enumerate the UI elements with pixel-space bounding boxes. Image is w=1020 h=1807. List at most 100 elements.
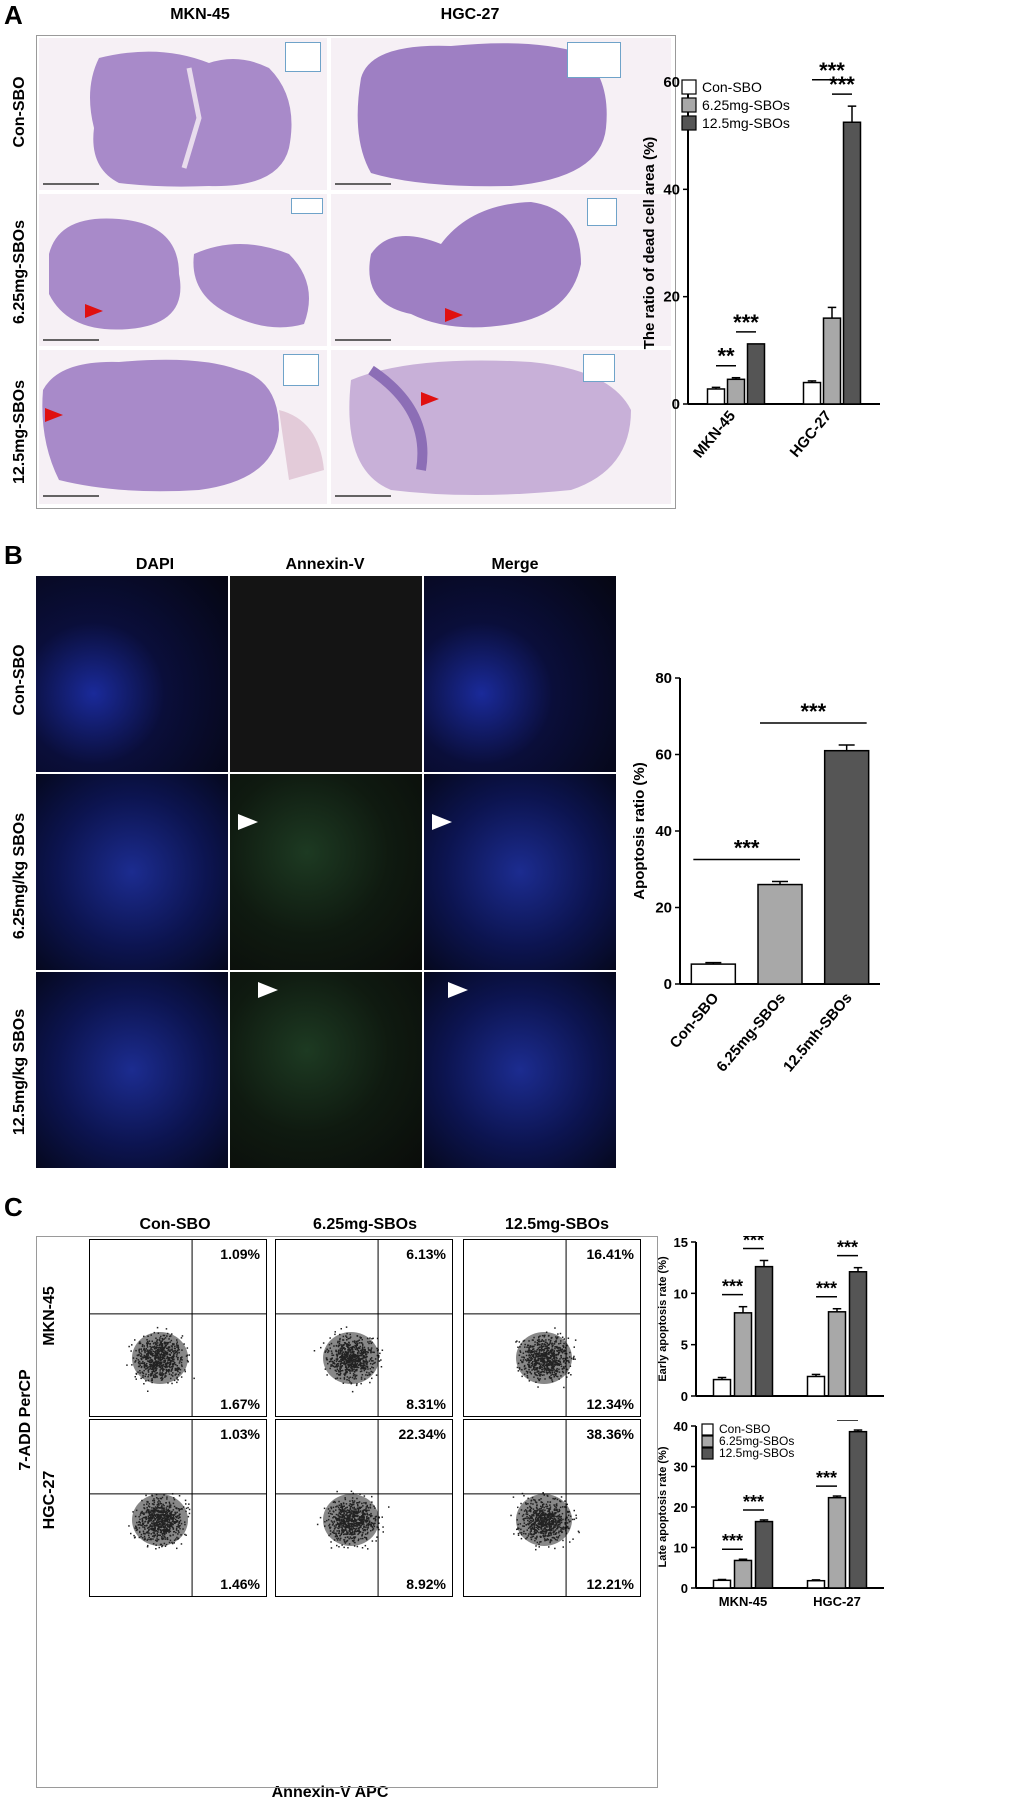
panel-c-letter: C <box>4 1192 23 1222</box>
legend-swatch <box>701 1447 714 1460</box>
panel-c-col-header-625: 6.25mg-SBOs <box>312 1216 418 1233</box>
x-tick-label: 6.25mg-SBOs <box>713 990 789 1076</box>
lower-right-quadrant-percent: 8.31% <box>406 1396 446 1412</box>
lower-right-quadrant-percent: 12.21% <box>586 1576 634 1592</box>
flow-scatter-plot: 1.09% 1.67% <box>89 1239 267 1417</box>
merge-image-con <box>424 576 616 772</box>
panel-c-col-header-125: 12.5mg-SBOs <box>504 1216 610 1233</box>
merge-image-125 <box>424 972 616 1168</box>
significance-label: *** <box>733 310 759 335</box>
thumbnail-overview <box>285 42 321 72</box>
legend-swatch <box>681 97 697 113</box>
thumbnail-overview <box>583 354 615 382</box>
flow-dots <box>464 1240 640 1416</box>
lower-right-quadrant-percent: 12.34% <box>586 1396 634 1412</box>
panel-b-row-header-125: 12.5mg/kg SBOs <box>11 1008 28 1136</box>
legend-swatch <box>701 1435 714 1448</box>
bar <box>733 1312 753 1397</box>
bar <box>848 1430 868 1589</box>
significance-label: *** <box>837 1238 858 1258</box>
x-tick-label: MKN-45 <box>690 408 739 462</box>
bar <box>712 1378 732 1397</box>
panel-b-row-header-con: Con-SBO <box>11 644 28 716</box>
panel-c-col-header-con: Con-SBO <box>139 1216 211 1233</box>
legend-label: 12.5mg-SBOs <box>719 1446 794 1460</box>
chart-dead-cell-area: 0 20 40 60 The ratio of dead cell area (%) MK… <box>641 60 880 462</box>
significance-label: *** <box>800 699 826 724</box>
flow-scatter-plot: 6.13% 8.31% <box>275 1239 453 1417</box>
panel-c-x-axis-label: Annexin-V APC <box>271 1784 389 1801</box>
y-tick-label: 10 <box>674 1286 688 1301</box>
y-tick-label: 20 <box>655 900 672 917</box>
white-arrow-icon <box>432 814 452 830</box>
panel-a-row-header-con: Con-SBO <box>11 76 28 148</box>
y-tick-label: 60 <box>655 747 672 764</box>
chart-apoptosis-ratio: 0 20 40 60 80 Apoptosis ratio (%) Con-SBO6.25m… <box>631 670 880 1076</box>
chart-late-apoptosis: 0 10 20 30 40 Late apoptosis rate (%) MKN-45 HG… <box>657 1420 884 1609</box>
white-arrow-icon <box>238 814 258 830</box>
x-tick-label: MKN-45 <box>719 1594 767 1609</box>
y-axis-label: Early apoptosis rate (%) <box>657 1256 669 1382</box>
y-tick-label: 0 <box>681 1389 688 1404</box>
panel-a-row-header-625: 6.25mg-SBOs <box>11 219 28 325</box>
significance-label: *** <box>829 72 855 97</box>
annexin-image-con <box>230 576 422 772</box>
y-tick-label: 10 <box>674 1541 688 1556</box>
he-image-hgc27-con <box>331 38 671 190</box>
legend-label: 12.5mg-SBOs <box>702 115 790 131</box>
x-tick-label: Con-SBO <box>667 989 723 1051</box>
lower-right-quadrant-percent: 8.92% <box>406 1576 446 1592</box>
he-image-hgc27-125 <box>331 350 671 504</box>
upper-right-quadrant-percent: 22.34% <box>398 1426 446 1442</box>
he-image-mkn45-con <box>39 38 327 190</box>
flow-scatter-plot: 1.03% 1.46% <box>89 1419 267 1597</box>
y-tick-label: 40 <box>663 181 680 198</box>
thumbnail-overview <box>587 198 617 226</box>
bar <box>706 388 726 405</box>
x-tick-label: HGC-27 <box>813 1594 861 1609</box>
bar <box>822 317 842 405</box>
legend-label: Con-SBO <box>719 1422 770 1436</box>
panel-b-letter: B <box>4 540 23 570</box>
bar <box>806 1375 826 1397</box>
panel-a-col-header-mkn45: MKN-45 <box>170 6 230 23</box>
y-tick-label: 60 <box>663 74 680 91</box>
significance-label: *** <box>816 1468 837 1488</box>
panel-b-row-header-625: 6.25mg/kg SBOs <box>11 812 28 940</box>
dapi-image-125 <box>36 972 228 1168</box>
flow-dots <box>276 1240 452 1416</box>
y-tick-label: 40 <box>655 823 672 840</box>
red-arrow-icon <box>421 392 439 406</box>
legend-label: 6.25mg-SBOs <box>702 97 790 113</box>
significance-label: *** <box>722 1531 743 1551</box>
y-tick-label: 30 <box>674 1460 688 1475</box>
bar <box>823 749 870 985</box>
thumbnail-overview <box>567 42 621 78</box>
red-arrow-icon <box>445 308 463 322</box>
flow-scatter-plot: 38.36% 12.21% <box>463 1419 641 1597</box>
bar <box>746 343 766 405</box>
significance-label: *** <box>743 1492 764 1512</box>
upper-right-quadrant-percent: 38.36% <box>586 1426 634 1442</box>
y-axis-label: Apoptosis ratio (%) <box>631 762 648 900</box>
y-tick-label: 20 <box>674 1500 688 1515</box>
bar <box>848 1271 868 1397</box>
panel-a-histology-grid <box>36 35 676 509</box>
flow-scatter-plot: 16.41% 12.34% <box>463 1239 641 1417</box>
legend-swatch <box>701 1423 714 1436</box>
y-axis-label: Late apoptosis rate (%) <box>657 1446 669 1567</box>
legend-label: 6.25mg-SBOs <box>719 1434 794 1448</box>
flow-scatter-plot: 22.34% 8.92% <box>275 1419 453 1597</box>
dapi-image-con <box>36 576 228 772</box>
panel-b-fluorescence-grid <box>36 576 616 1170</box>
panel-c-flow-cytometry-grid: 1.09% 1.67% 6.13% 8.31% 16.41% 12.34% 1.03% 1.4… <box>36 1236 658 1788</box>
white-arrow-icon <box>258 982 278 998</box>
red-arrow-icon <box>85 304 103 318</box>
merge-image-625 <box>424 774 616 970</box>
significance-label: *** <box>734 835 760 860</box>
significance-label: *** <box>743 1236 764 1250</box>
white-arrow-icon <box>448 982 468 998</box>
dapi-image-625 <box>36 774 228 970</box>
bar <box>690 963 737 985</box>
